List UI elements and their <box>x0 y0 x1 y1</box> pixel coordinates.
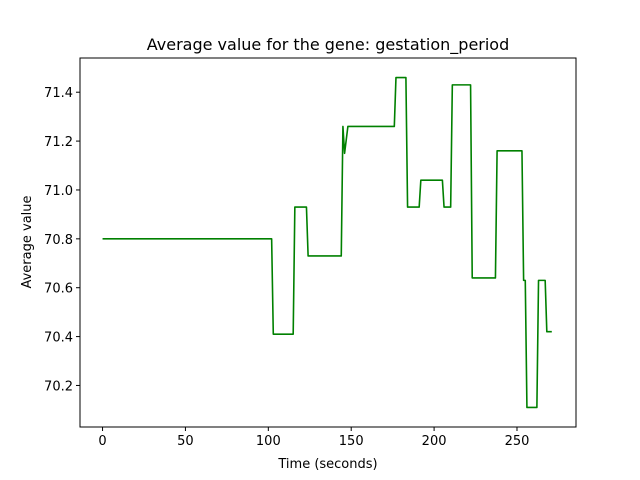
y-tick-label: 71.2 <box>44 135 73 150</box>
x-tick-label: 200 <box>422 434 447 449</box>
y-tick-label: 70.8 <box>44 233 73 248</box>
series-line <box>102 76 552 409</box>
x-tick-label: 250 <box>505 434 530 449</box>
x-tick-label: 100 <box>256 434 281 449</box>
y-tick-label: 71.4 <box>44 86 73 101</box>
y-tick-label: 70.6 <box>44 282 73 297</box>
x-axis: 0 50 100 150 200 250 <box>98 427 529 449</box>
plot-frame <box>79 57 577 428</box>
y-tick-label: 70.2 <box>44 379 73 394</box>
x-tick-label: 0 <box>98 434 106 449</box>
plot-area <box>102 76 552 409</box>
y-axis-label: Average value <box>20 195 35 288</box>
y-tick-label: 70.4 <box>44 331 73 346</box>
y-axis: 70.2 70.4 70.6 70.8 71.0 71.2 71.4 <box>44 86 80 394</box>
y-tick-label: 71.0 <box>44 184 73 199</box>
chart-title: Average value for the gene: gestation_pe… <box>147 35 510 55</box>
x-tick-label: 150 <box>339 434 364 449</box>
x-axis-label: Time (seconds) <box>277 457 377 472</box>
x-tick-label: 50 <box>177 434 194 449</box>
